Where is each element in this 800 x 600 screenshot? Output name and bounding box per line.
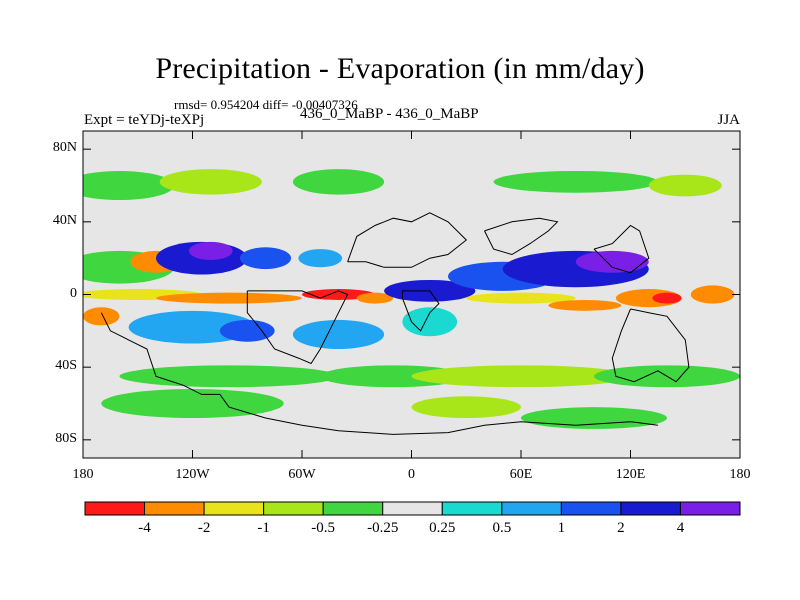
x-tick-label: 180 bbox=[729, 467, 751, 482]
colorbar-label: -0.25 bbox=[367, 520, 399, 536]
colorbar-swatch-10 bbox=[679, 501, 741, 516]
colorbar-swatch-3 bbox=[263, 501, 324, 516]
field-region-19 bbox=[466, 292, 576, 304]
y-tick-label: 80N bbox=[52, 140, 77, 156]
season-label: JJA bbox=[717, 112, 740, 128]
colorbar-swatch-9 bbox=[620, 501, 681, 516]
coastline-segment-0 bbox=[100, 312, 658, 435]
colorbar-swatch-0 bbox=[84, 501, 146, 516]
coastline-segment-4 bbox=[484, 217, 559, 256]
colorbar-label: 4 bbox=[676, 520, 685, 536]
field-region-14 bbox=[356, 292, 394, 304]
field-region-20 bbox=[548, 299, 622, 311]
colorbar-label: 2 bbox=[617, 520, 625, 536]
colorbar-swatch-7 bbox=[501, 501, 562, 516]
y-tick-label: 80S bbox=[55, 430, 77, 446]
x-tick-label: 120E bbox=[615, 467, 646, 482]
coastline-segment-2 bbox=[347, 212, 468, 268]
y-tick-label: 0 bbox=[70, 285, 77, 301]
axis-ticks bbox=[82, 131, 741, 458]
coastline-segment-1 bbox=[246, 290, 349, 365]
y-tick-label: 40N bbox=[52, 212, 77, 228]
colorbar-swatch-8 bbox=[560, 501, 622, 516]
field-region-32 bbox=[411, 365, 631, 388]
x-tick-label: 120W bbox=[175, 467, 210, 482]
experiment-label: Expt = teYDj-teXPj bbox=[84, 112, 205, 128]
colorbar-swatch-2 bbox=[203, 501, 265, 516]
coastline-segment-5 bbox=[593, 224, 650, 274]
field-region-27 bbox=[292, 319, 385, 349]
field-region-24 bbox=[83, 307, 120, 326]
colorbar-label: 0.25 bbox=[429, 520, 456, 536]
field-region-10 bbox=[298, 249, 343, 268]
field-region-9 bbox=[239, 247, 292, 270]
colorbar-label: -1 bbox=[257, 520, 270, 536]
field-region-8 bbox=[188, 241, 233, 260]
x-tick-label: 180 bbox=[72, 467, 94, 482]
x-tick-label: 60E bbox=[509, 467, 533, 482]
stats-label: rmsd= 0.954204 diff= -0.00407326 bbox=[174, 97, 358, 112]
field-region-0 bbox=[83, 170, 175, 201]
colorbar-swatch-6 bbox=[441, 501, 503, 516]
field-region-34 bbox=[101, 388, 284, 419]
period-label: 436_0_MaBP - 436_0_MaBP bbox=[300, 106, 479, 122]
x-tick-label: 60W bbox=[288, 467, 316, 482]
colorbar-label: 0.5 bbox=[492, 520, 512, 536]
x-tick-label: 0 bbox=[408, 467, 415, 482]
field-region-18 bbox=[575, 250, 649, 273]
coastline-segment-6 bbox=[611, 308, 690, 383]
coastline-segment-3 bbox=[401, 290, 440, 332]
colorbar-label: -0.5 bbox=[311, 520, 336, 536]
colorbar-swatch-4 bbox=[322, 501, 384, 516]
field-region-22 bbox=[652, 292, 682, 304]
y-tick-label: 40S bbox=[55, 358, 77, 374]
field-region-36 bbox=[521, 407, 667, 429]
field-region-4 bbox=[648, 174, 722, 197]
colorbar bbox=[84, 501, 741, 516]
colorbar-swatch-1 bbox=[144, 501, 205, 516]
colorbar-swatch-5 bbox=[382, 501, 443, 516]
field-region-29 bbox=[466, 319, 576, 342]
field-region-35 bbox=[411, 396, 521, 419]
field-region-12 bbox=[156, 292, 302, 304]
field-region-3 bbox=[493, 170, 658, 193]
field-region-23 bbox=[690, 285, 735, 304]
field-region-28 bbox=[402, 307, 458, 337]
field-region-30 bbox=[119, 365, 339, 388]
field-region-1 bbox=[159, 169, 262, 195]
field-region-2 bbox=[292, 169, 385, 195]
chart-title: Precipitation - Evaporation (in mm/day) bbox=[155, 52, 645, 85]
colorbar-label: -2 bbox=[197, 520, 211, 536]
field-region-26 bbox=[219, 319, 275, 342]
field-region-13 bbox=[302, 289, 375, 300]
coastline bbox=[100, 212, 690, 435]
colorbar-label: -4 bbox=[138, 520, 151, 536]
colorbar-label: 1 bbox=[557, 520, 566, 536]
